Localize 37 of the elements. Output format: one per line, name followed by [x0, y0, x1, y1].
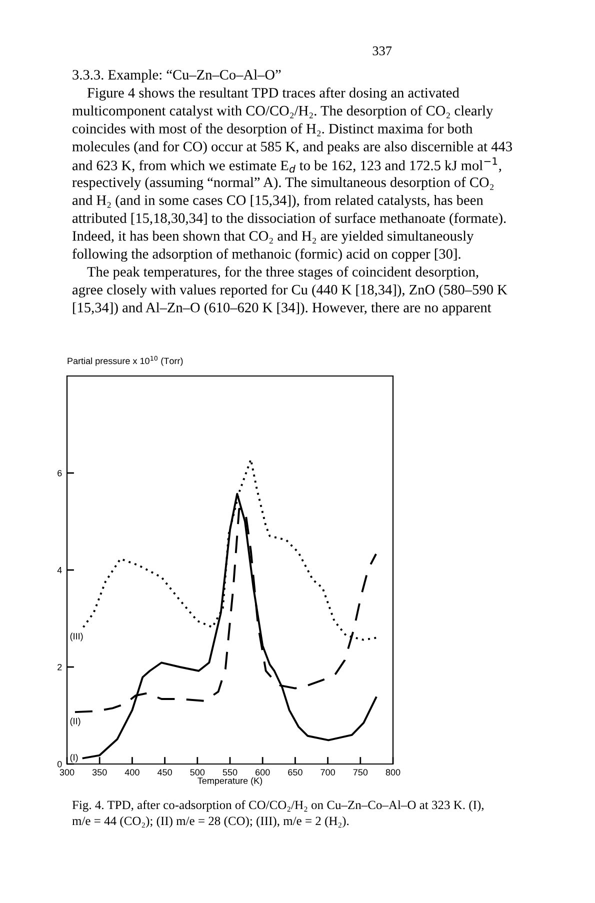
text: molecules (and for CO) occur at 585 K, and peaks are also discernible at 443 — [72, 141, 512, 154]
series-label: (III) — [70, 632, 83, 642]
y-tick-label: 6 — [58, 470, 62, 476]
x-tick-label: 400 — [124, 769, 140, 776]
text: The peak temperatures, for the three stages of coincident desorption, — [87, 266, 478, 280]
text: attributed [15,18,30,34] to the dissociation of surface methanoate (formate). — [72, 212, 506, 226]
series-label: (II) — [70, 718, 80, 726]
x-tick-label: 750 — [353, 769, 368, 776]
x-tick-label: 350 — [92, 769, 107, 776]
text: 3.3.3. Example: “Cu–Zn–Co–Al–O” — [72, 70, 281, 82]
series-label: (I) — [70, 754, 78, 762]
x-tick-label: 800 — [386, 769, 400, 776]
caption: Fig. 4. TPD, after co-adsorption of CO/CO₂/H₂ on Cu–Zn–Co–Al–O at 323 K. (I), — [72, 800, 484, 812]
y-tick-label: 0 — [57, 760, 62, 768]
y-tick-label: 2 — [58, 664, 62, 670]
text: m/e = 44 (CO₂); (II) m/e = 28 (CO); (III), m/e = 2 (H₂). — [72, 816, 349, 828]
text: and 623 K, from which we estimate E$_{d}$ to be 162, 123 and 172.5 kJ mol$^{−1}$, — [72, 157, 502, 173]
caption: Figure 4 shows the resultant TPD traces after dosing an activated — [87, 87, 460, 101]
x-tick-label: 700 — [320, 769, 335, 776]
text: coincides with most of the desorption of H₂. Distinct maxima for both — [72, 123, 473, 136]
text: 337 — [372, 46, 392, 56]
y-axis-title: Partial pressure x 10$^{10}$ (Torr) — [68, 356, 183, 366]
x-axis-title: Temperature (K) — [198, 777, 262, 786]
x-tick-label: 450 — [157, 769, 172, 776]
text: respectively (assuming “normal” A). The simultaneous desorption of CO₂ — [72, 176, 494, 190]
x-tick-label: 600 — [256, 769, 270, 776]
x-tick-label: 300 — [60, 769, 74, 776]
text: agree closely with values reported for Cu (440 K [18,34]), ZnO (580–590 K — [72, 284, 508, 298]
y-tick-label: 4 — [57, 567, 62, 574]
x-tick-label: 500 — [190, 769, 205, 776]
text: [15,34]) and Al–Zn–O (610–620 K [34]). However, there are no apparent — [73, 302, 492, 316]
text: multicomponent catalyst with CO/CO₂/H₂. The desorption of CO₂ clearly — [72, 105, 494, 118]
text: Indeed, it has been shown that CO₂ and H₂ are yielded simultaneously — [72, 230, 474, 244]
text: following the adsorption of methanoic (formic) acid on copper [30]. — [72, 248, 460, 262]
x-tick-label: 650 — [288, 769, 302, 776]
x-tick-label: 550 — [222, 769, 238, 776]
text: and H₂ (and in some cases CO [15,34]), from related catalysts, has been — [72, 194, 484, 208]
